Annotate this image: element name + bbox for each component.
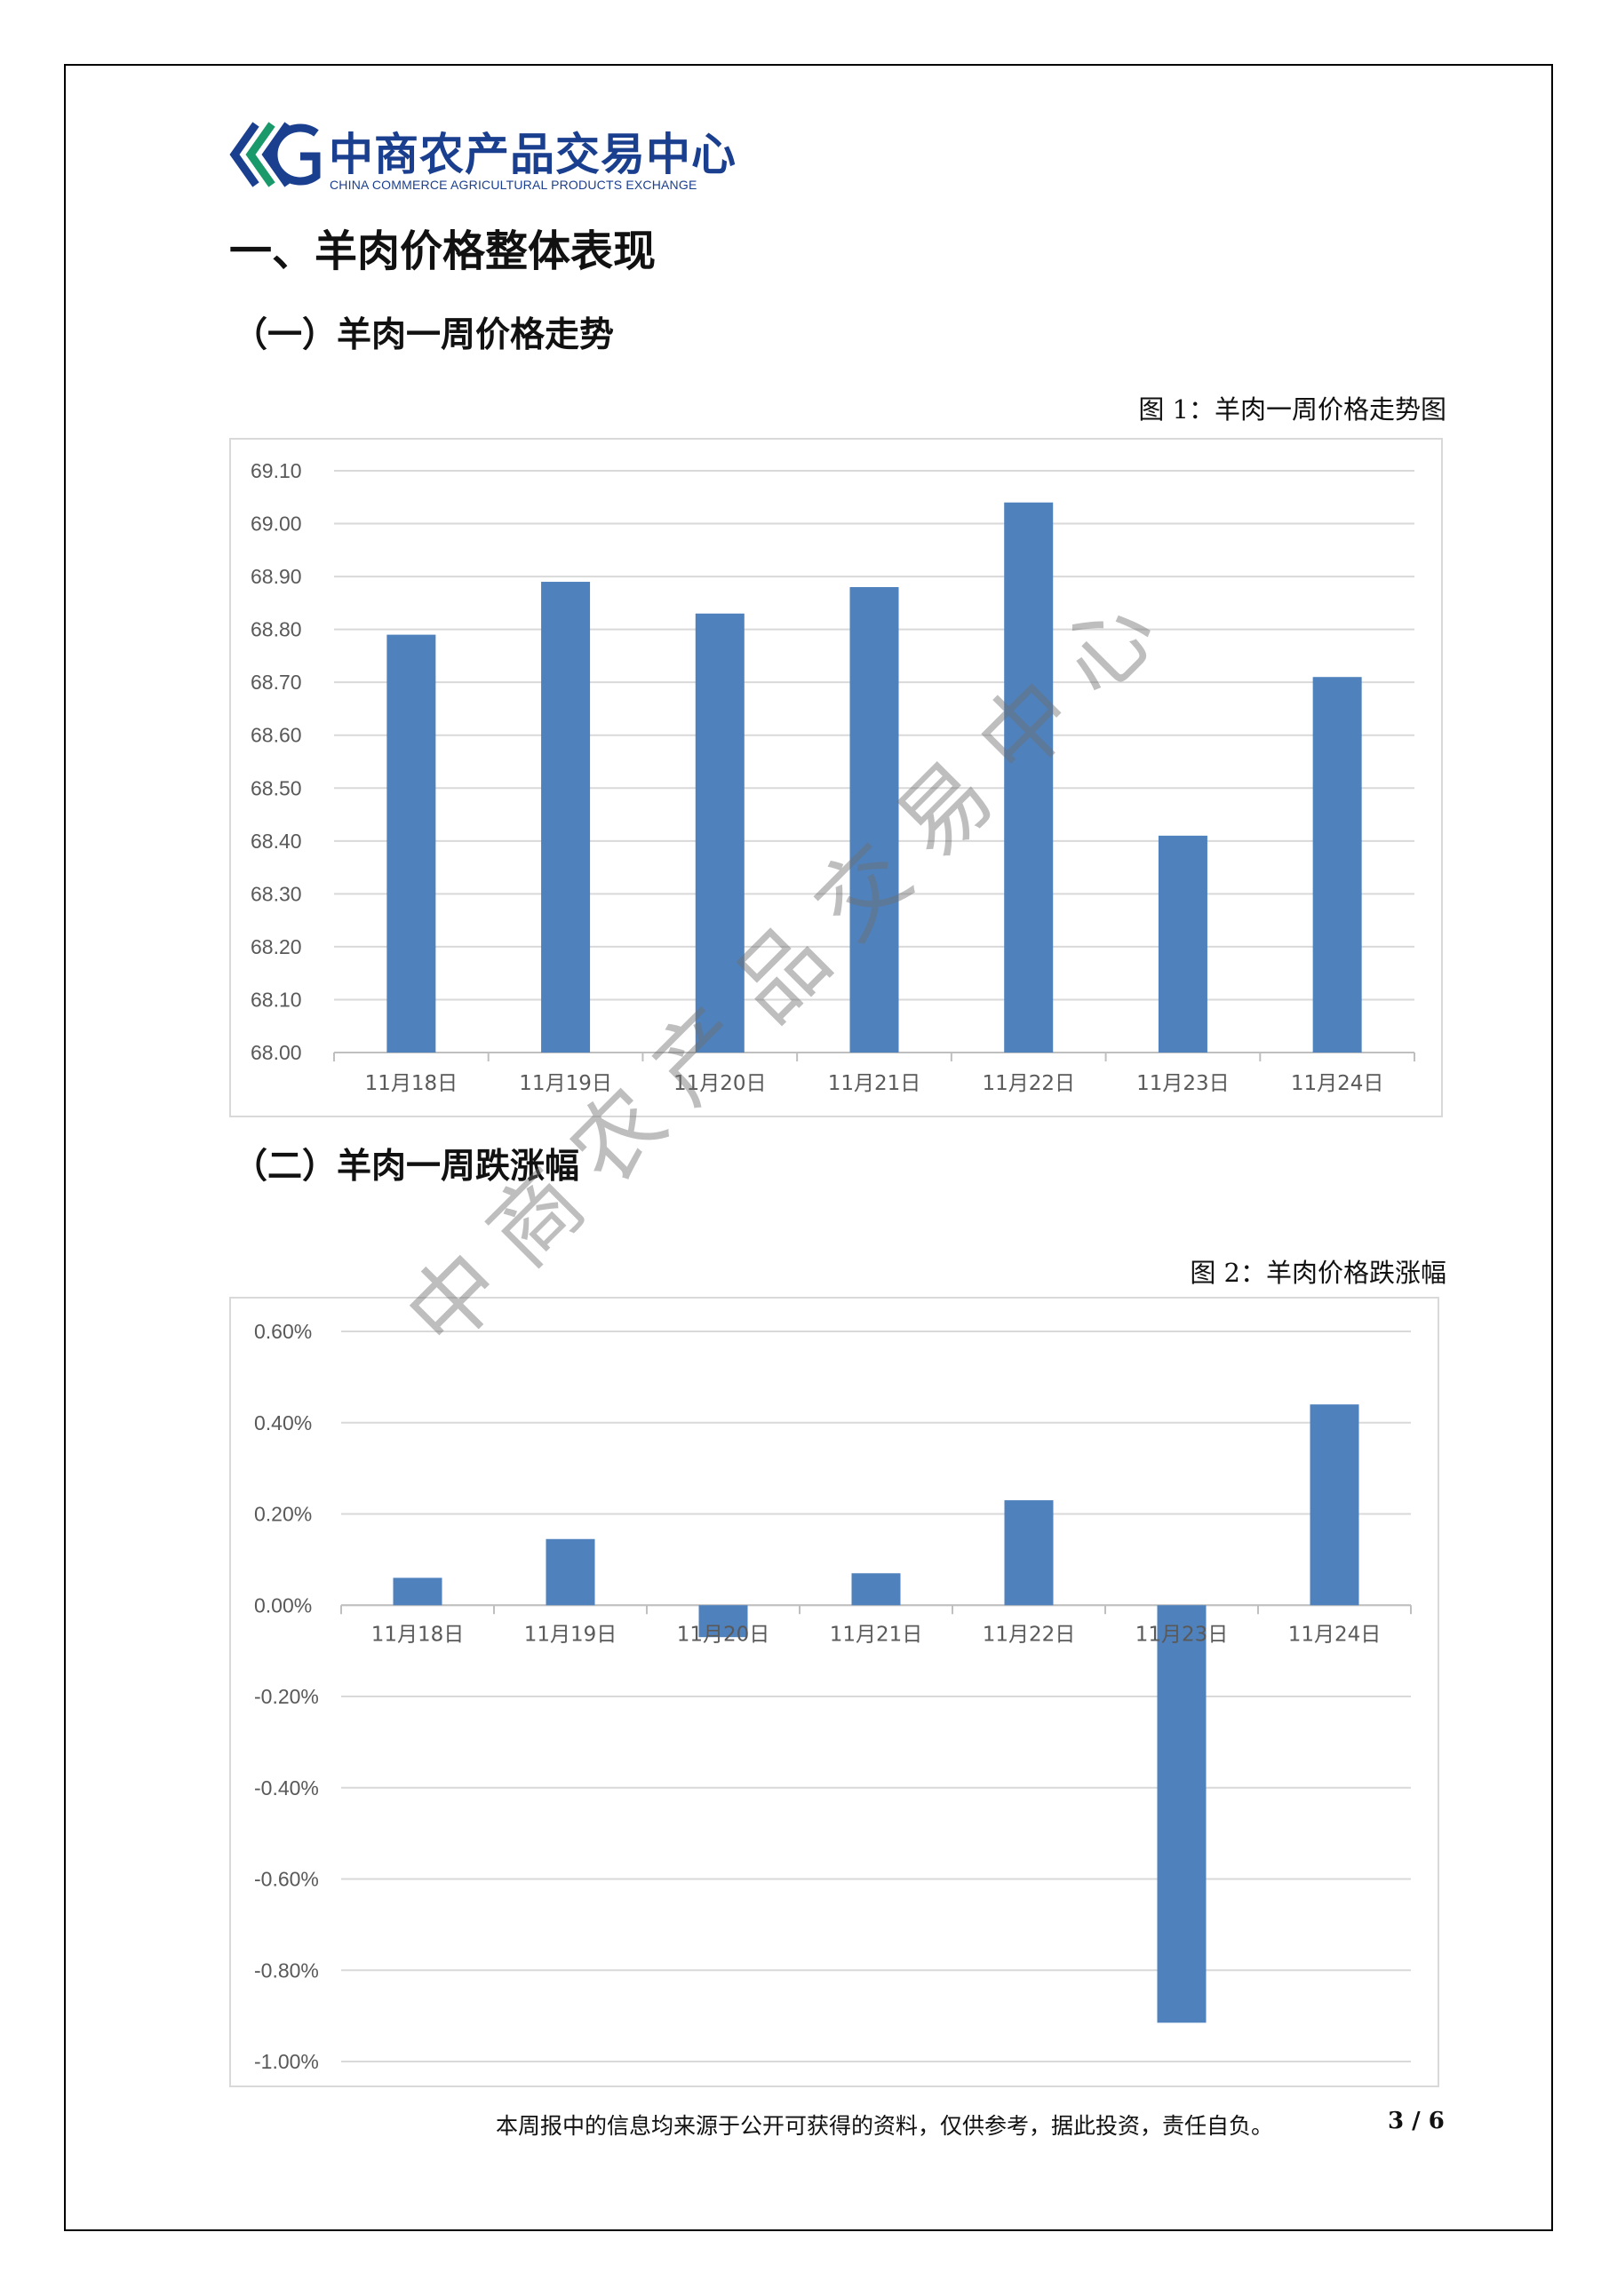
bar — [546, 1538, 595, 1606]
logo-title: 中商农产品交易中心 — [329, 129, 737, 180]
y-tick-label: 68.90 — [251, 565, 302, 588]
footer-disclaimer: 本周报中的信息均来源于公开可获得的资料，仅供参考，据此投资，责任自负。 — [496, 2113, 1274, 2139]
y-tick-label: -1.00% — [254, 2050, 319, 2073]
x-tick-label: 11月20日 — [673, 1072, 767, 1095]
x-tick-label: 11月23日 — [1135, 1623, 1229, 1646]
chart-1: 68.00 68.10 68.20 68.30 68.40 68.50 68.60 68.70… — [229, 438, 1443, 1117]
x-tick-label: 11月20日 — [677, 1623, 770, 1646]
x-tick-label: 11月19日 — [524, 1623, 617, 1646]
bar — [849, 587, 899, 1053]
logo-mark-icon — [229, 122, 321, 187]
bar — [695, 613, 745, 1053]
y-tick-label: 0.60% — [254, 1320, 312, 1343]
bar — [698, 1605, 748, 1638]
logo: 中商农产品交易中心 CHINA COMMERCE AGRICULTURAL PR… — [229, 114, 736, 199]
bar — [1158, 835, 1207, 1053]
bar — [393, 1577, 442, 1606]
figure-1-caption: 图 1：羊肉一周价格走势图 — [1138, 394, 1446, 425]
x-tick-label: 11月18日 — [365, 1072, 458, 1095]
y-tick-label: 69.00 — [251, 512, 302, 536]
x-tick-label: 11月22日 — [983, 1623, 1076, 1646]
page-number: 3 / 6 — [1388, 2108, 1445, 2134]
page-border — [64, 64, 1553, 2231]
y-tick-label: -0.60% — [254, 1868, 319, 1891]
chart-1-plot: 68.00 68.10 68.20 68.30 68.40 68.50 68.60 68.70… — [251, 459, 1415, 1095]
y-tick-label: 69.10 — [251, 459, 302, 482]
y-tick-label: 68.60 — [251, 724, 302, 747]
y-tick-label: -0.80% — [254, 1958, 319, 1982]
x-tick-label: 11月18日 — [371, 1623, 465, 1646]
x-tick-label: 11月23日 — [1136, 1072, 1230, 1095]
chart-2-plot: -1.00% -0.80% -0.60% -0.40% -0.20% 0.00% 0.20%… — [254, 1320, 1412, 2073]
chart-2: -1.00% -0.80% -0.60% -0.40% -0.20% 0.00% 0.20%… — [229, 1297, 1439, 2087]
bar — [1004, 502, 1054, 1053]
bar — [386, 634, 436, 1053]
x-tick-label: 11月21日 — [830, 1623, 923, 1646]
bar — [851, 1573, 901, 1606]
bar — [541, 582, 591, 1053]
x-tick-label: 11月21日 — [828, 1072, 921, 1095]
y-tick-label: 68.10 — [251, 988, 302, 1011]
logo-subtitle: CHINA COMMERCE AGRICULTURAL PRODUCTS EXC… — [330, 178, 697, 192]
y-tick-label: 68.40 — [251, 830, 302, 853]
bar — [1157, 1605, 1207, 2023]
x-tick-label: 11月22日 — [982, 1072, 1075, 1095]
subsection-title-1: （一）羊肉一周价格走势 — [233, 315, 615, 355]
subsection-title-2: （二）羊肉一周跌涨幅 — [233, 1147, 580, 1187]
y-tick-label: 0.20% — [254, 1503, 312, 1526]
y-tick-label: 68.70 — [251, 671, 302, 694]
y-tick-label: 0.00% — [254, 1593, 312, 1617]
figure-2-caption: 图 2：羊肉价格跌涨幅 — [1190, 1258, 1446, 1288]
x-tick-label: 11月24日 — [1291, 1072, 1384, 1095]
bar — [1312, 677, 1362, 1053]
y-tick-label: -0.40% — [254, 1776, 319, 1799]
y-tick-label: -0.20% — [254, 1685, 319, 1708]
section-title: 一、羊肉价格整体表现 — [229, 226, 657, 276]
y-tick-label: 68.00 — [251, 1041, 302, 1064]
y-tick-label: 68.20 — [251, 935, 302, 958]
y-tick-label: 68.30 — [251, 882, 302, 905]
x-tick-label: 11月19日 — [519, 1072, 612, 1095]
x-tick-label: 11月24日 — [1288, 1623, 1382, 1646]
bar — [1004, 1500, 1054, 1606]
y-tick-label: 68.50 — [251, 776, 302, 799]
y-tick-label: 0.40% — [254, 1411, 312, 1434]
y-tick-label: 68.80 — [251, 618, 302, 641]
bar — [1310, 1404, 1359, 1606]
